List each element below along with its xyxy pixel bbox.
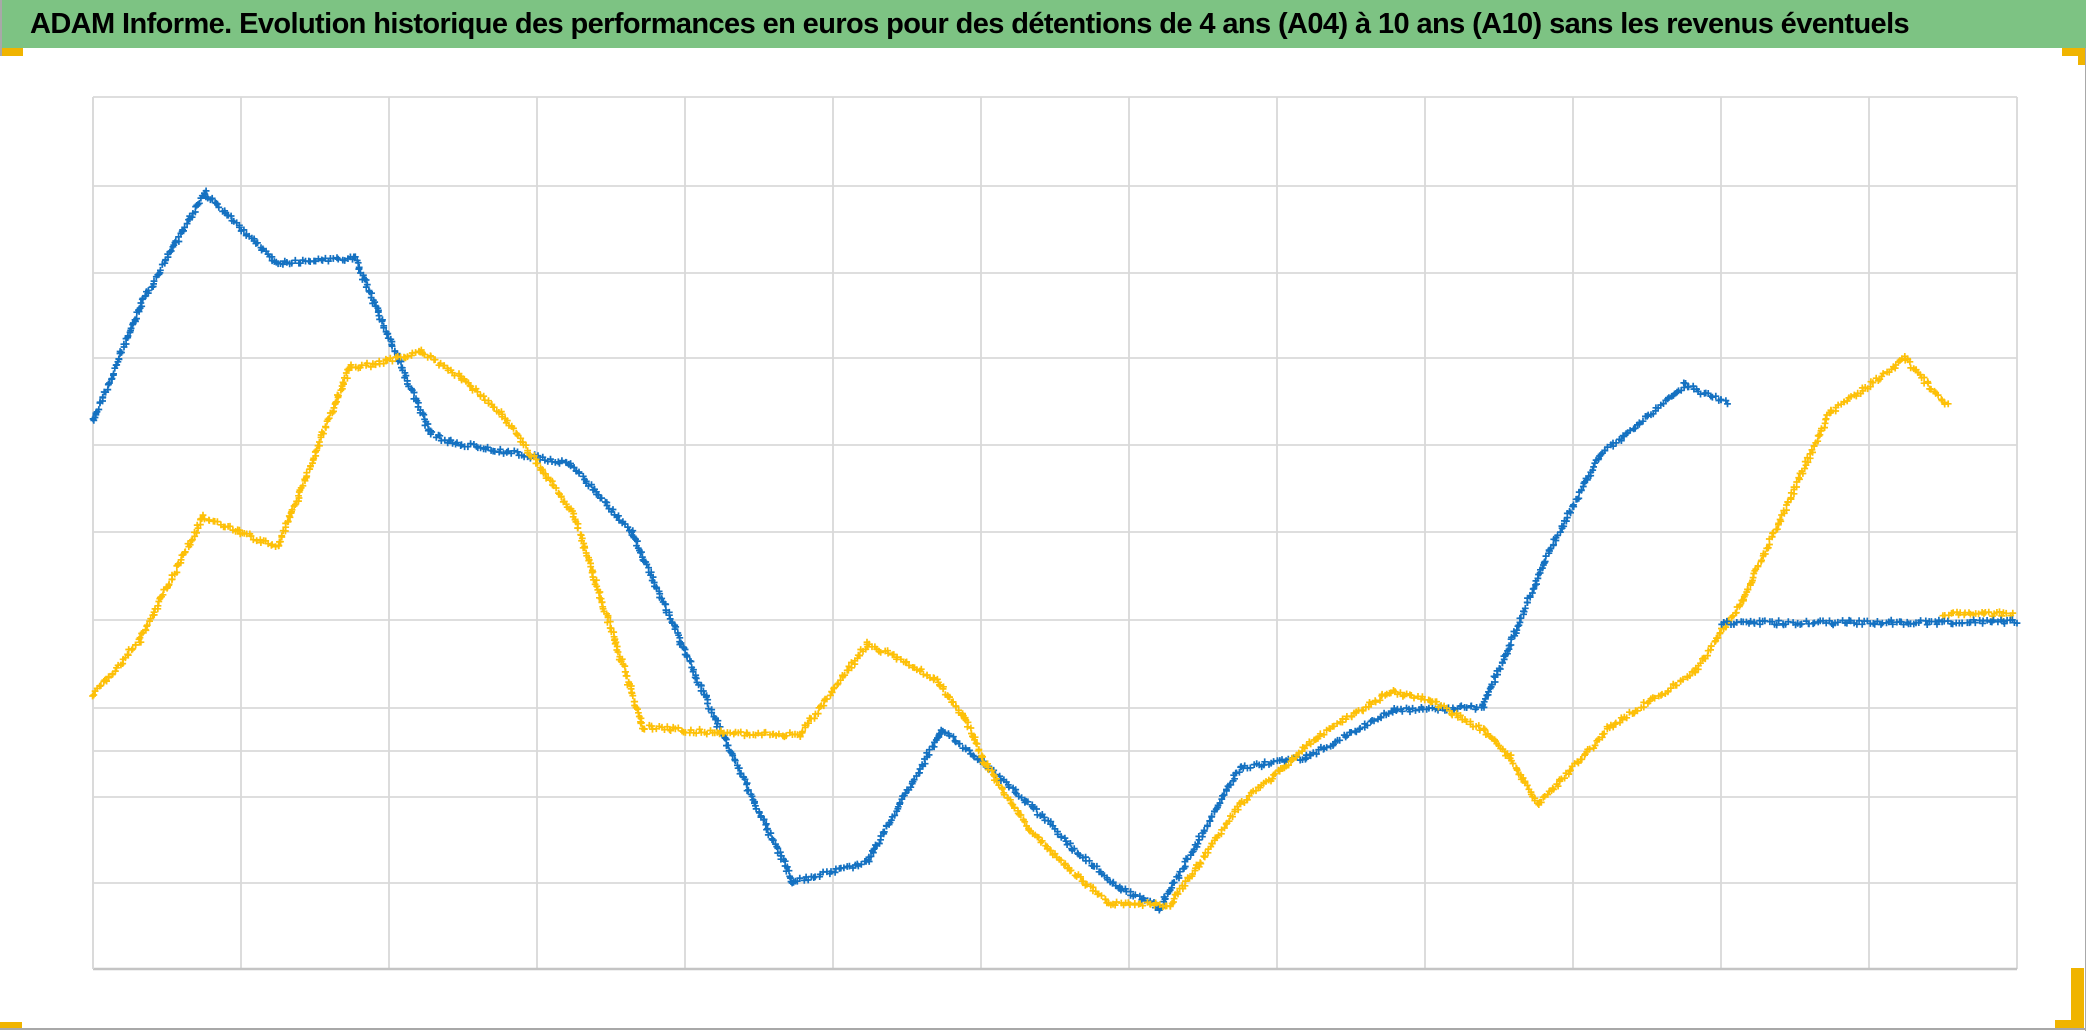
- series-blue-flat-series: [1718, 616, 2021, 629]
- crop-handle-bottom-right-v: [2071, 968, 2084, 1030]
- crop-handle-top-right-v: [2078, 48, 2086, 65]
- series-yellow-series: [89, 346, 1952, 911]
- crop-handle-top-right-h: [2062, 48, 2086, 56]
- series-blue-series: [89, 187, 1731, 914]
- crop-handle-top-left: [2, 48, 23, 56]
- page-title: ADAM Informe. Evolution historique des p…: [30, 7, 1910, 40]
- crop-handle-bottom-right-h: [2055, 1020, 2084, 1030]
- crop-handle-bottom-left: [0, 1022, 22, 1030]
- window-border-left: [0, 0, 2, 56]
- header-bar: ADAM Informe. Evolution historique des p…: [2, 0, 2086, 48]
- window-border-bottom: [0, 1028, 2086, 1030]
- series-yellow-flat-series: [1939, 608, 2017, 620]
